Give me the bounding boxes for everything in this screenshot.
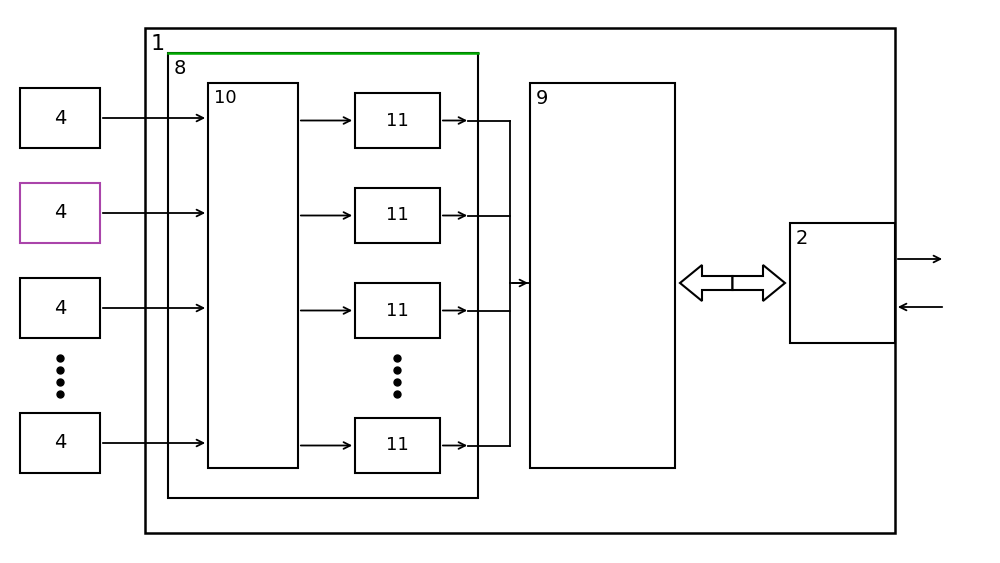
- Text: 4: 4: [54, 203, 66, 222]
- Bar: [355, 418, 440, 473]
- Text: 9: 9: [536, 89, 548, 108]
- Text: 11: 11: [386, 302, 409, 319]
- Bar: [355, 188, 440, 243]
- Bar: [790, 223, 895, 343]
- Text: 1: 1: [151, 34, 165, 54]
- Text: 8: 8: [174, 59, 186, 78]
- Text: 4: 4: [54, 109, 66, 127]
- Text: 2: 2: [796, 229, 808, 248]
- Text: 10: 10: [214, 89, 237, 107]
- Polygon shape: [732, 265, 785, 301]
- Bar: [208, 83, 298, 468]
- Bar: [355, 93, 440, 148]
- Bar: [168, 53, 478, 498]
- Bar: [355, 283, 440, 338]
- Polygon shape: [680, 265, 732, 301]
- Bar: [20, 183, 100, 243]
- Bar: [530, 83, 675, 468]
- Text: 4: 4: [54, 298, 66, 318]
- Bar: [20, 88, 100, 148]
- Text: 4: 4: [54, 434, 66, 453]
- Bar: [20, 278, 100, 338]
- Text: 11: 11: [386, 111, 409, 129]
- Bar: [145, 28, 895, 533]
- Text: 11: 11: [386, 207, 409, 225]
- Bar: [20, 413, 100, 473]
- Text: 11: 11: [386, 436, 409, 454]
